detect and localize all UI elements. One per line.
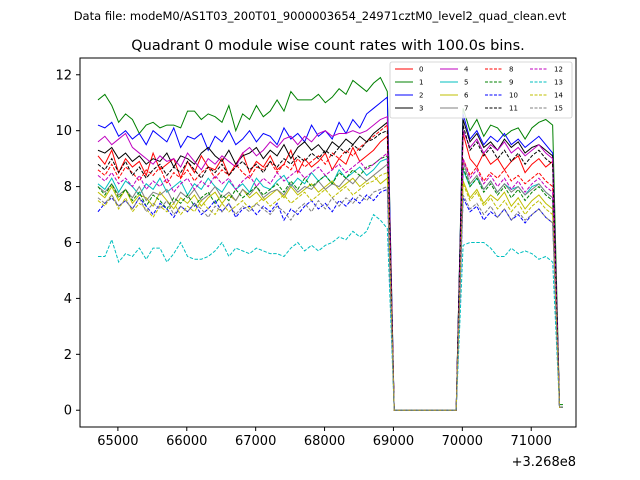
series-line-13 xyxy=(97,213,563,411)
chart-title: Quadrant 0 module wise count rates with … xyxy=(131,38,525,54)
y-tick-label: 12 xyxy=(55,68,72,83)
legend-label-11: 11 xyxy=(509,105,518,113)
x-tick-label: 68000 xyxy=(304,434,345,449)
legend-label-0: 0 xyxy=(419,66,423,74)
series-line-6 xyxy=(97,174,563,411)
chart-suptitle: Data file: modeM0/AS1T03_200T01_90000036… xyxy=(74,9,567,23)
y-axis: 0 2 4 6 8 10 12 xyxy=(55,68,80,419)
series-line-12 xyxy=(97,152,563,411)
series-line-4 xyxy=(97,115,563,411)
series-line-3 xyxy=(97,119,563,411)
x-tick-label: 70000 xyxy=(442,434,483,449)
y-tick-label: 10 xyxy=(55,124,72,139)
series-layer xyxy=(97,76,563,411)
series-line-1 xyxy=(97,76,563,411)
series-line-15 xyxy=(97,185,563,411)
legend-label-14: 14 xyxy=(554,92,563,100)
legend-label-3: 3 xyxy=(419,105,423,113)
legend-label-1: 1 xyxy=(419,79,423,87)
legend-label-7: 7 xyxy=(464,105,468,113)
y-tick-label: 2 xyxy=(64,348,72,363)
x-tick-label: 66000 xyxy=(166,434,207,449)
series-line-11 xyxy=(97,124,563,411)
x-tick-label: 69000 xyxy=(373,434,414,449)
series-line-9 xyxy=(97,155,563,411)
x-tick-label: 67000 xyxy=(235,434,276,449)
series-line-2 xyxy=(97,96,563,411)
y-tick-label: 4 xyxy=(64,292,72,307)
legend-label-5: 5 xyxy=(464,79,468,87)
legend-label-15: 15 xyxy=(554,105,563,113)
legend-label-13: 13 xyxy=(554,79,563,87)
x-tick-label: 71000 xyxy=(511,434,552,449)
x-offset-label: +3.268e8 xyxy=(512,455,576,470)
series-line-8 xyxy=(97,124,563,411)
x-tick-label: 65000 xyxy=(97,434,138,449)
legend-box xyxy=(389,61,573,119)
legend-label-2: 2 xyxy=(419,92,423,100)
legend-label-12: 12 xyxy=(554,66,563,74)
legend-label-8: 8 xyxy=(509,66,513,74)
y-tick-label: 0 xyxy=(64,404,72,419)
x-axis: 65000 66000 67000 68000 69000 70000 71000 xyxy=(97,427,552,449)
legend-label-10: 10 xyxy=(509,92,518,100)
y-tick-label: 8 xyxy=(64,180,72,195)
legend-label-6: 6 xyxy=(464,92,469,100)
legend-label-4: 4 xyxy=(464,66,469,74)
y-tick-label: 6 xyxy=(64,236,72,251)
legend-label-9: 9 xyxy=(509,79,513,87)
series-line-10 xyxy=(97,188,563,411)
